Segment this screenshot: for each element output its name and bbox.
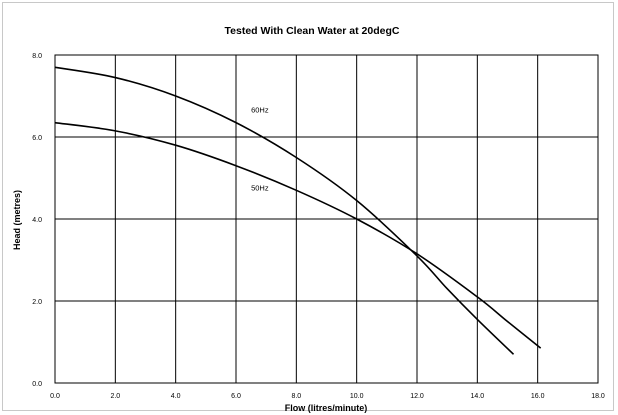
y-tick-label: 8.0 [32,53,42,60]
x-tick-label: 0.0 [50,393,60,400]
series-labels: 60Hz 50Hz [251,105,269,192]
x-axis-label: Flow (litres/minute) [285,403,368,413]
series-lines [54,66,542,355]
x-tick-label: 12.0 [410,393,424,400]
x-tick-label: 10.0 [350,393,364,400]
y-tick-label: 6.0 [32,135,42,142]
y-axis-label: Head (metres) [12,190,22,250]
x-tick-label: 14.0 [471,393,485,400]
x-tick-label: 2.0 [110,393,120,400]
y-tick-label: 2.0 [32,299,42,306]
x-tick-label: 16.0 [531,393,545,400]
tick-labels: 0.0 2.0 4.0 6.0 8.0 10.0 12.0 14.0 16.0 18.0 0.0 2.… [32,53,605,400]
grid [54,54,599,384]
x-tick-label: 4.0 [171,393,181,400]
series-label-60hz: 60Hz [251,105,269,114]
series-label-50hz: 50Hz [251,183,269,192]
chart-frame [2,2,614,411]
series-line-50hz [54,121,542,349]
y-tick-label: 0.0 [32,381,42,388]
series-line-60hz [54,66,515,355]
x-tick-label: 8.0 [291,393,301,400]
x-tick-label: 18.0 [591,393,605,400]
x-tick-label: 6.0 [231,393,241,400]
y-tick-label: 4.0 [32,217,42,224]
chart-title: Tested With Clean Water at 20degC [225,25,400,37]
